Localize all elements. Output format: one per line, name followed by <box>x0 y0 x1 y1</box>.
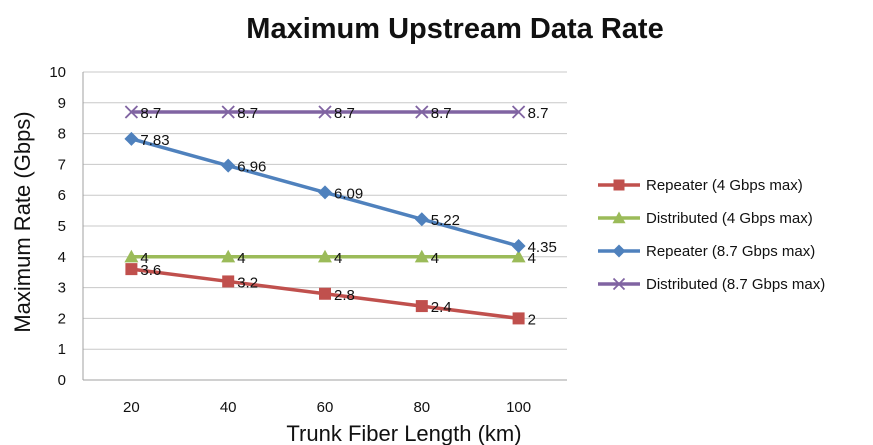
y-tick-label: 2 <box>58 310 66 327</box>
data-label: 4 <box>528 250 536 267</box>
data-point <box>511 249 526 263</box>
axes: 0 1 2 3 4 5 6 7 8 9 10 20 40 60 80 100 <box>49 64 567 416</box>
data-label: 4 <box>237 250 245 267</box>
data-point <box>415 300 428 313</box>
series-x: 8.7 8.7 8.7 8.7 8.7 <box>124 105 549 122</box>
series-diamond: 7.83 6.96 6.09 5.22 4.35 <box>124 131 557 256</box>
data-point <box>124 131 139 146</box>
data-label: 8.7 <box>528 105 549 122</box>
data-point <box>511 105 526 119</box>
data-point <box>319 287 331 300</box>
y-tick-label: 5 <box>58 218 66 235</box>
data-label: 4 <box>431 250 439 267</box>
legend: Repeater (4 Gbps max) Distributed (4 Gbps… <box>598 177 825 293</box>
data-point <box>125 263 138 276</box>
data-label: 7.83 <box>140 132 169 149</box>
y-tick-label: 4 <box>58 249 66 266</box>
data-point-stroke-b <box>124 105 139 119</box>
legend-label: Distributed (8.7 Gbps max) <box>646 276 825 293</box>
data-label: 4.35 <box>528 239 557 256</box>
data-point <box>221 105 235 119</box>
data-label: 8.7 <box>237 105 258 122</box>
data-point-stroke-b <box>221 105 235 119</box>
x-tick-label: 20 <box>123 399 140 416</box>
data-point <box>221 158 236 173</box>
data-label: 8.7 <box>140 105 161 122</box>
series-square: 3.6 3.2 2.8 2.4 2 <box>125 262 536 328</box>
data-label: 4 <box>334 250 342 267</box>
y-tick-label: 6 <box>58 187 66 204</box>
y-tick-label: 3 <box>58 280 66 297</box>
data-point <box>221 249 236 263</box>
y-tick-label: 0 <box>58 372 66 389</box>
data-label: 4 <box>140 250 148 267</box>
legend-marker <box>612 211 626 224</box>
chart-title: Maximum Upstream Data Rate <box>246 13 663 45</box>
legend-entry: Repeater (8.7 Gbps max) <box>598 243 815 260</box>
legend-entry: Distributed (4 Gbps max) <box>598 210 813 227</box>
data-point <box>318 185 332 200</box>
y-tick-label: 8 <box>58 126 66 143</box>
data-point <box>222 275 235 288</box>
data-label: 2.4 <box>431 299 452 316</box>
legend-marker-stroke-b <box>612 277 626 291</box>
data-point <box>415 105 429 119</box>
data-point <box>512 312 525 325</box>
data-label: 8.7 <box>334 105 355 122</box>
data-point <box>414 249 429 263</box>
data-label: 2.8 <box>334 287 355 304</box>
data-point <box>318 105 332 119</box>
data-point-stroke-b <box>415 105 429 119</box>
x-tick-label: 100 <box>506 399 531 416</box>
y-tick-label: 7 <box>58 156 66 173</box>
data-point <box>511 239 526 254</box>
data-point <box>318 249 332 263</box>
data-point <box>414 212 429 227</box>
data-label: 5.22 <box>431 212 460 229</box>
data-point <box>124 105 139 119</box>
y-tick-label: 9 <box>58 95 66 112</box>
data-label: 2 <box>528 311 536 328</box>
x-axis-title: Trunk Fiber Length (km) <box>286 421 521 445</box>
series-triangle: 4 4 4 4 4 <box>124 250 536 267</box>
data-label: 3.2 <box>237 274 258 291</box>
data-point-stroke-b <box>318 105 332 119</box>
x-tick-label: 60 <box>317 399 334 416</box>
data-label: 6.96 <box>237 159 266 176</box>
data-point <box>124 249 139 263</box>
legend-marker <box>612 244 626 258</box>
legend-label: Distributed (4 Gbps max) <box>646 210 813 227</box>
legend-marker <box>613 179 625 191</box>
x-tick-label: 80 <box>413 399 430 416</box>
y-axis-title: Maximum Rate (Gbps) <box>10 111 35 332</box>
legend-label: Repeater (8.7 Gbps max) <box>646 243 815 260</box>
legend-label: Repeater (4 Gbps max) <box>646 177 803 194</box>
x-tick-label: 40 <box>220 399 237 416</box>
y-tick-label: 1 <box>58 341 66 358</box>
y-tick-label: 10 <box>49 64 66 81</box>
legend-marker <box>612 277 626 291</box>
data-label: 8.7 <box>431 105 452 122</box>
data-label: 3.6 <box>140 262 161 279</box>
legend-entry: Distributed (8.7 Gbps max) <box>598 276 825 293</box>
series-group: 3.6 3.2 2.8 2.4 2 4 4 4 4 4 7.83 6.96 6.09 5.22 4.35 8.… <box>124 105 557 328</box>
data-point-stroke-b <box>511 105 526 119</box>
legend-entry: Repeater (4 Gbps max) <box>598 177 803 194</box>
data-label: 6.09 <box>334 185 363 202</box>
